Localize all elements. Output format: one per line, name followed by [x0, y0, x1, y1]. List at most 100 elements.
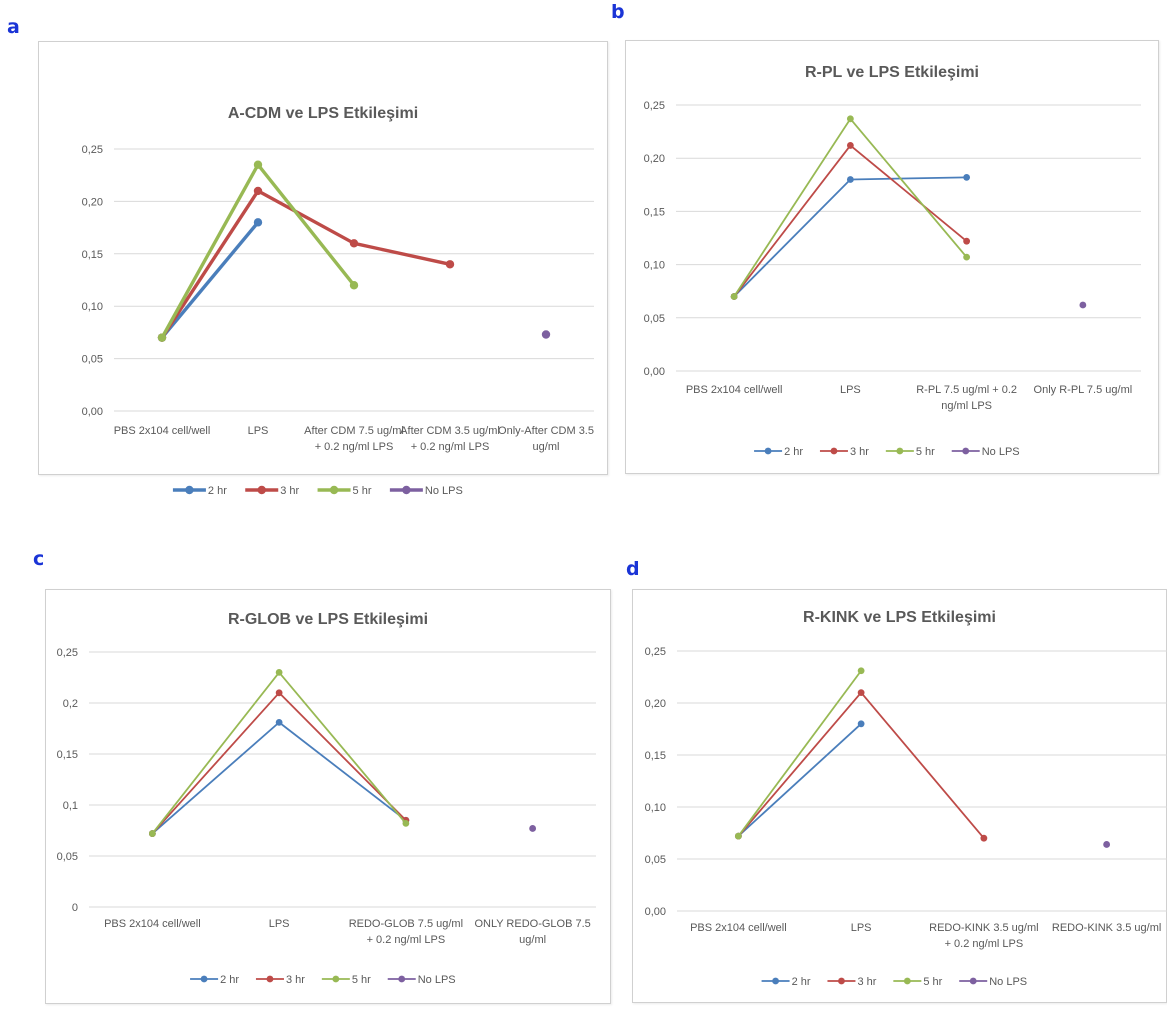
y-tick-label: 0 — [72, 902, 78, 914]
y-tick-label: 0,15 — [644, 206, 665, 218]
legend-label: 5 hr — [352, 974, 371, 986]
y-tick-label: 0,15 — [82, 249, 103, 261]
series-no-lps — [529, 825, 537, 832]
data-point — [541, 330, 551, 339]
x-category-label: ONLY REDO-GLOB 7.5 — [474, 918, 590, 930]
x-category-label: After CDM 7.5 ug/ml — [304, 425, 404, 437]
y-tick-label: 0,25 — [82, 144, 103, 156]
series-3-hr — [148, 689, 410, 837]
x-category-label: PBS 2x104 cell/well — [114, 425, 211, 437]
data-point — [349, 239, 359, 248]
chart-panel-a: A-CDM ve LPS Etkileşimi 0,00 0,05 0,10 0,15 0… — [38, 41, 608, 497]
y-tick-label: 0,20 — [82, 196, 103, 208]
y-tick-label: 0,1 — [63, 800, 78, 812]
legend-item: 2 hr — [190, 974, 239, 986]
legend-item: 2 hr — [754, 446, 803, 458]
y-tick-label: 0,00 — [644, 366, 665, 378]
panel-letter-a: a — [7, 16, 20, 38]
y-tick-label: 0,00 — [82, 406, 103, 418]
data-point — [846, 115, 854, 123]
x-category-label: PBS 2x104 cell/well — [690, 922, 787, 934]
series-line — [160, 221, 260, 339]
series-no-lps — [1079, 301, 1087, 309]
series-2-hr — [157, 218, 263, 342]
data-point — [846, 176, 854, 183]
chart-title: R-GLOB ve LPS Etkileşimi — [228, 611, 428, 628]
y-tick-label: 0,25 — [57, 647, 78, 659]
legend-item: 2 hr — [761, 976, 811, 988]
y-tick-label: 0,20 — [644, 153, 665, 165]
legend-item: 2 hr — [172, 485, 227, 497]
data-point — [857, 689, 865, 696]
chart-svg-a: A-CDM ve LPS Etkileşimi 0,00 0,05 0,10 0,15 0… — [82, 105, 594, 497]
x-category-label: + 0.2 ng/ml LPS — [945, 938, 1024, 950]
chart-title: R-KINK ve LPS Etkileşimi — [803, 609, 996, 626]
x-category-label: ng/ml LPS — [941, 400, 992, 412]
data-point — [253, 186, 263, 196]
data-point — [963, 253, 971, 261]
legend-label: 2 hr — [784, 446, 803, 458]
data-point — [963, 173, 971, 181]
chart-panel-c: R-GLOB ve LPS Etkileşimi 0 0,05 0,1 0,15 0,2 0… — [45, 589, 611, 1004]
data-point — [734, 832, 742, 840]
x-category-label: PBS 2x104 cell/well — [104, 918, 201, 930]
panel-letter-b: b — [611, 1, 625, 23]
legend-marker — [969, 977, 977, 985]
data-point — [253, 218, 263, 227]
y-tick-label: 0,05 — [57, 851, 78, 863]
data-point — [1079, 301, 1087, 309]
x-category-label: REDO-KINK 3.5 ug/ml — [1052, 922, 1161, 934]
y-tick-label: 0,05 — [82, 354, 103, 366]
legend-item: 3 hr — [819, 446, 869, 458]
legend-marker — [830, 447, 838, 455]
x-category-label: After CDM 3.5 ug/ml — [400, 425, 500, 437]
series-line — [733, 176, 967, 298]
x-category-label: PBS 2x104 cell/well — [686, 384, 783, 396]
series-2-hr — [148, 718, 410, 837]
legend-item: 5 hr — [317, 485, 372, 497]
panel-letter-c: c — [33, 548, 45, 570]
legend-item: 5 hr — [321, 974, 371, 986]
series-3-hr — [734, 689, 988, 842]
legend-label: No LPS — [418, 974, 456, 986]
x-category-label: Only-After CDM 3.5 — [498, 425, 594, 437]
legend-marker — [329, 485, 339, 495]
panel-letter-d: d — [626, 558, 640, 580]
legend-item: No LPS — [959, 976, 1027, 988]
chart-svg-b: R-PL ve LPS Etkileşimi 0,00 0,05 0,10 0,15 0,… — [644, 64, 1141, 458]
x-category-label: + 0.2 ng/ml LPS — [367, 934, 446, 946]
chart-title: R-PL ve LPS Etkileşimi — [805, 64, 979, 81]
data-point — [980, 834, 988, 842]
series-5-hr — [157, 160, 359, 342]
series-line — [160, 189, 451, 339]
y-tick-label: 0,25 — [644, 100, 665, 112]
legend-item: 5 hr — [893, 976, 943, 988]
data-point — [963, 237, 971, 245]
y-tick-label: 0,00 — [645, 906, 666, 918]
legend-marker — [764, 447, 772, 455]
legend-item: No LPS — [389, 485, 463, 497]
series-3-hr — [730, 142, 971, 300]
data-point — [157, 333, 167, 342]
data-point — [857, 720, 865, 728]
chart-panel-d: R-KINK ve LPS Etkileşimi 0,00 0,05 0,10 0,15… — [632, 589, 1167, 1003]
y-tick-label: 0,10 — [82, 301, 103, 313]
series-line — [737, 723, 862, 837]
series-line — [737, 691, 985, 839]
series-5-hr — [734, 667, 865, 840]
legend-item: No LPS — [387, 974, 456, 986]
legend-label: 2 hr — [208, 485, 227, 497]
x-category-label: LPS — [840, 384, 861, 396]
data-point — [1103, 841, 1111, 848]
data-point — [402, 819, 410, 827]
legend-marker — [257, 485, 266, 495]
x-category-label: LPS — [248, 425, 269, 437]
y-tick-label: 0,15 — [645, 750, 666, 762]
legend-marker — [398, 975, 406, 983]
data-point — [349, 281, 359, 290]
legend-marker — [896, 447, 904, 455]
legend-label: 3 hr — [857, 976, 876, 988]
legend-marker — [185, 485, 194, 495]
series-no-lps — [1103, 841, 1111, 848]
legend-label: 3 hr — [280, 485, 299, 497]
